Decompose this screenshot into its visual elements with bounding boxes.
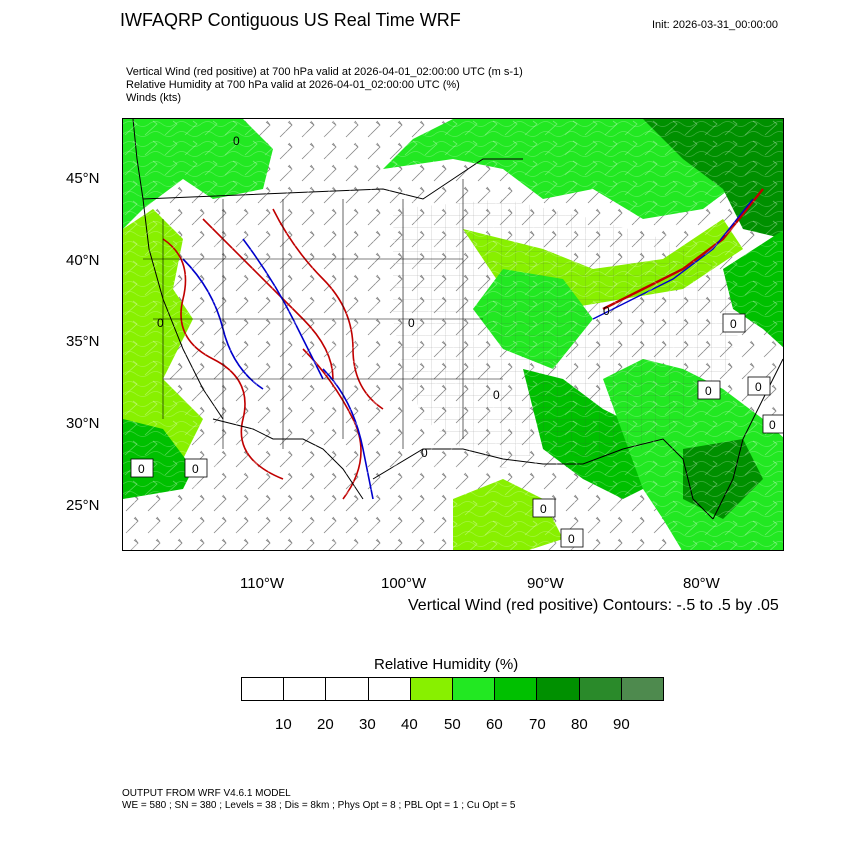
legend-title: Relative Humidity (%) [374, 656, 519, 673]
contour-label: 0 [408, 316, 415, 330]
colorbar-box [495, 678, 538, 700]
lat-label-35: 35°N [66, 333, 100, 350]
colorbar-box [453, 678, 496, 700]
lat-label-45: 45°N [66, 170, 100, 187]
svg-text:0: 0 [755, 380, 762, 394]
model-footer: OUTPUT FROM WRF V4.6.1 MODEL [122, 788, 291, 799]
colorbar-box [410, 678, 454, 700]
colorbar-box [621, 678, 664, 700]
colorbar-box [326, 678, 369, 700]
lat-label-25: 25°N [66, 497, 100, 514]
legend-label: 60 [486, 716, 503, 733]
legend-label: 10 [275, 716, 292, 733]
contour-label: 0 [697, 380, 721, 400]
legend-label: 40 [401, 716, 418, 733]
contour-label: 0 [233, 134, 240, 148]
contour-label: 0 [532, 498, 556, 518]
wind-barbs-overlay [123, 119, 783, 550]
svg-text:0: 0 [769, 418, 776, 432]
contour-label: 0 [130, 458, 154, 478]
contour-label: 0 [157, 316, 164, 330]
legend-label: 30 [359, 716, 376, 733]
model-config-footer: WE = 580 ; SN = 380 ; Levels = 38 ; Dis … [122, 800, 516, 811]
lon-label-110w: 110°W [240, 575, 285, 592]
lat-label-40: 40°N [66, 252, 100, 269]
contour-labels: 0 0 0 0 0 0 0 0 0 0 0 0 0 0 [130, 134, 783, 548]
colorbar-box [579, 678, 622, 700]
legend-label: 90 [613, 716, 630, 733]
colorbar-box [284, 678, 327, 700]
legend-label: 70 [529, 716, 546, 733]
init-time: Init: 2026-03-31_00:00:00 [652, 19, 778, 31]
svg-text:0: 0 [138, 462, 145, 476]
svg-text:0: 0 [192, 462, 199, 476]
contour-label: 0 [421, 446, 428, 460]
contour-label: 0 [762, 414, 783, 434]
contour-label: 0 [722, 313, 746, 333]
weather-map-canvas: 0 0 0 0 0 0 0 0 0 0 0 0 0 0 [123, 119, 783, 550]
contour-label: 0 [603, 304, 610, 318]
contour-note: Vertical Wind (red positive) Contours: -… [408, 597, 779, 614]
lon-label-80w: 80°W [683, 575, 720, 592]
svg-text:0: 0 [568, 532, 575, 546]
subtitle-vertical-wind: Vertical Wind (red positive) at 700 hPa … [126, 66, 523, 78]
lon-label-100w: 100°W [381, 575, 427, 592]
weather-map: 0 0 0 0 0 0 0 0 0 0 0 0 0 0 [122, 118, 784, 551]
contour-label: 0 [560, 528, 584, 548]
lon-label-90w: 90°W [527, 575, 564, 592]
contour-label: 0 [184, 458, 208, 478]
legend-label: 50 [444, 716, 461, 733]
svg-text:0: 0 [705, 384, 712, 398]
humidity-colorbar [241, 677, 664, 701]
legend-label: 20 [317, 716, 334, 733]
page-title: IWFAQRP Contiguous US Real Time WRF [120, 10, 461, 30]
colorbar-box [368, 678, 411, 700]
colorbar-box [537, 678, 580, 700]
colorbar-box [242, 678, 285, 700]
legend-label: 80 [571, 716, 588, 733]
svg-text:0: 0 [730, 317, 737, 331]
lat-label-30: 30°N [66, 415, 100, 432]
subtitle-winds: Winds (kts) [126, 92, 181, 104]
subtitle-relative-humidity: Relative Humidity at 700 hPa valid at 20… [126, 79, 460, 91]
contour-label: 0 [493, 388, 500, 402]
svg-text:0: 0 [540, 502, 547, 516]
contour-label: 0 [747, 376, 771, 396]
